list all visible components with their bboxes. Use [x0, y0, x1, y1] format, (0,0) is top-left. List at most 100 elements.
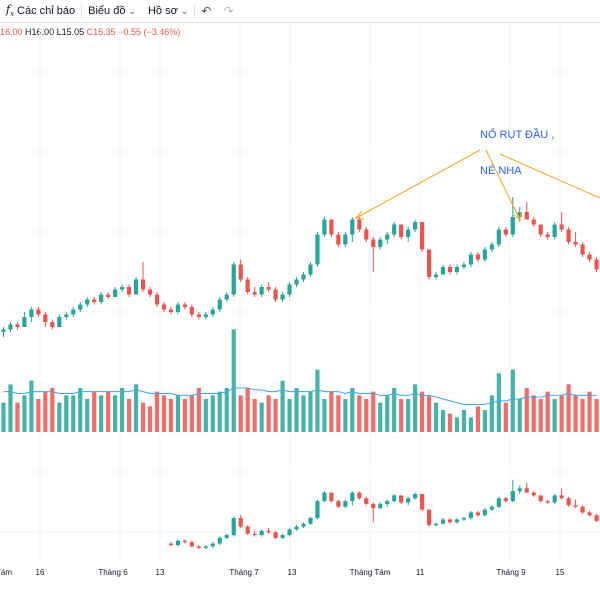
candle-body — [78, 304, 83, 310]
mini-candle-body — [385, 501, 390, 504]
mini-candle-body — [447, 519, 453, 523]
volume-bar — [154, 391, 160, 432]
candle-body — [224, 294, 229, 300]
volume-bar — [36, 399, 41, 432]
candle-body — [385, 234, 390, 240]
candle-body — [468, 254, 474, 265]
chart-menu-label: Biểu đồ — [88, 5, 126, 17]
undo-button[interactable]: ↶ — [195, 0, 217, 22]
chart-annotation[interactable]: NỔ RỤT ĐẦU , NÉ NHA — [480, 105, 554, 189]
arrowhead — [513, 211, 522, 221]
volume-bar — [196, 388, 201, 432]
mini-candle-body — [573, 505, 578, 507]
ohlc-close: C15.35 — [86, 27, 116, 37]
candle-body — [147, 289, 153, 295]
volume-bar — [357, 395, 362, 432]
candle-body — [231, 264, 236, 295]
mini-candle-body — [531, 492, 536, 496]
mini-candle-body — [580, 506, 585, 513]
mini-candle-body — [468, 512, 474, 519]
price-chart-canvas[interactable] — [0, 22, 600, 562]
x-axis-tick-label: Tháng 9 — [496, 568, 526, 577]
chart-menu-button[interactable]: Biểu đồ ⌄ — [82, 0, 142, 22]
volume-bar — [113, 395, 118, 432]
redo-button[interactable]: ↷ — [217, 0, 239, 22]
volume-bar — [559, 395, 564, 432]
mini-candle-body — [336, 501, 341, 507]
profile-menu-button[interactable]: Hồ sơ ⌄ — [142, 0, 194, 22]
volume-bar — [454, 417, 460, 432]
candle-body — [420, 222, 425, 250]
candle-body — [454, 267, 460, 272]
candle-body — [252, 292, 257, 295]
volume-bar — [189, 395, 194, 432]
mini-candle-body — [406, 498, 411, 503]
candle-body — [566, 229, 571, 242]
volume-bar — [161, 395, 167, 432]
candle-body — [545, 234, 550, 237]
volume-bar — [594, 399, 599, 432]
volume-bar — [78, 388, 83, 432]
mini-candle-body — [364, 498, 369, 504]
annotation-arrow — [485, 149, 521, 221]
volume-bar — [420, 391, 425, 432]
mini-candle-body — [168, 543, 174, 545]
volume-bar — [92, 391, 97, 432]
candle-body — [329, 219, 334, 235]
volume-bar — [1, 402, 6, 432]
volume-bar — [413, 384, 418, 432]
x-axis-tick-label: Tháng 7 — [229, 568, 259, 577]
candle-body — [440, 267, 446, 275]
toolbar-divider — [81, 4, 83, 18]
indicators-label: Các chỉ báo — [17, 5, 76, 17]
mini-candle-body — [594, 515, 599, 521]
candle-body — [154, 294, 160, 305]
candle-body — [343, 234, 348, 245]
volume-bar — [252, 399, 257, 432]
annotation-arrow — [355, 149, 481, 219]
volume-bar — [64, 395, 69, 432]
candle-body — [482, 249, 487, 260]
mini-candle-body — [461, 518, 467, 520]
candle-body — [496, 229, 501, 245]
time-axis[interactable]: Tám 16 Tháng 6 13 Tháng 7 13 Tháng Tám 11 Tháng … — [0, 562, 600, 582]
candle-body — [587, 254, 592, 260]
mini-candle-body — [496, 498, 501, 507]
x-axis-tick-label: Tháng Tám — [349, 568, 391, 577]
mini-candle-body — [503, 498, 508, 502]
ohlc-open: 16.00 — [0, 27, 23, 37]
mini-candle-body — [566, 498, 571, 506]
volume-bar — [280, 380, 285, 432]
volume-bar — [489, 395, 494, 432]
volume-bar — [71, 395, 76, 432]
volume-bar — [217, 391, 222, 432]
volume-bar — [378, 402, 383, 432]
candle-body — [399, 224, 404, 237]
candle-body — [350, 219, 355, 235]
mini-candle-body — [371, 503, 376, 509]
volume-bar — [364, 399, 369, 432]
volume-bar — [573, 395, 578, 432]
mini-candle-body — [175, 540, 180, 545]
annotation-line-2: NÉ NHA — [480, 165, 522, 177]
candle-body — [126, 287, 132, 295]
mini-candle-body — [482, 509, 487, 516]
function-icon: fx — [6, 3, 15, 19]
candle-body — [357, 219, 362, 230]
candle-body — [182, 304, 187, 307]
candle-body — [371, 239, 376, 247]
volume-bar — [503, 402, 508, 432]
candle-body — [447, 267, 453, 272]
indicators-button[interactable]: fx Các chỉ báo — [0, 0, 81, 22]
candle-body — [245, 279, 250, 292]
annotation-line-1: NỔ RỤT ĐẦU , — [480, 129, 555, 141]
volume-bar — [85, 399, 90, 432]
volume-bar — [552, 399, 557, 432]
mini-candle-body — [259, 530, 264, 536]
mini-candle-body — [517, 488, 522, 492]
mini-candle-body — [301, 523, 306, 527]
volume-bar — [580, 399, 585, 432]
candle-body — [1, 329, 6, 332]
volume-bar — [517, 399, 522, 432]
mini-candle-body — [287, 529, 292, 536]
